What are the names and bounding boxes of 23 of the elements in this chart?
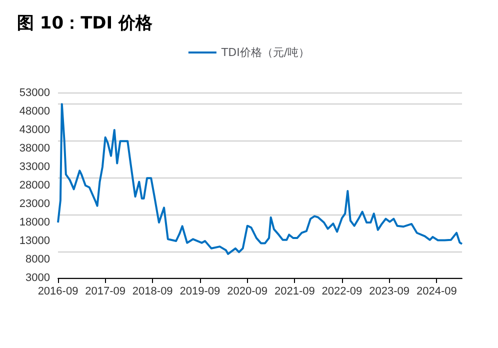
y-tick-label: 38000 — [19, 142, 50, 154]
y-tick-label: 28000 — [19, 180, 50, 192]
y-tick-label: 23000 — [19, 198, 50, 210]
chart-title: 图 10：TDI 价格 — [17, 14, 154, 34]
y-tick-label: 48000 — [19, 106, 50, 118]
x-tick-label: 2021-09 — [274, 286, 315, 298]
x-tick-label: 2022-09 — [322, 286, 362, 298]
x-tick-label: 2020-09 — [227, 286, 268, 298]
x-tick-label: 2016-09 — [38, 286, 78, 298]
y-tick-label: 8000 — [26, 254, 50, 266]
legend-label: TDI价格（元/吨） — [220, 46, 310, 59]
line-series — [57, 103, 463, 255]
x-tick-label: 2024-09 — [416, 286, 457, 298]
y-tick-label: 13000 — [19, 235, 50, 247]
y-tick-label: 43000 — [19, 124, 50, 136]
y-tick-label: 33000 — [19, 161, 50, 173]
y-tick-label: 53000 — [19, 87, 50, 99]
x-tick-label: 2023-09 — [369, 286, 410, 298]
x-tick-label: 2017-09 — [85, 286, 126, 298]
x-tick-label: 2019-09 — [180, 286, 220, 298]
y-tick-label: 18000 — [19, 216, 50, 228]
y-tick-label: 3000 — [26, 272, 50, 284]
x-tick-label: 2018-09 — [132, 286, 173, 298]
